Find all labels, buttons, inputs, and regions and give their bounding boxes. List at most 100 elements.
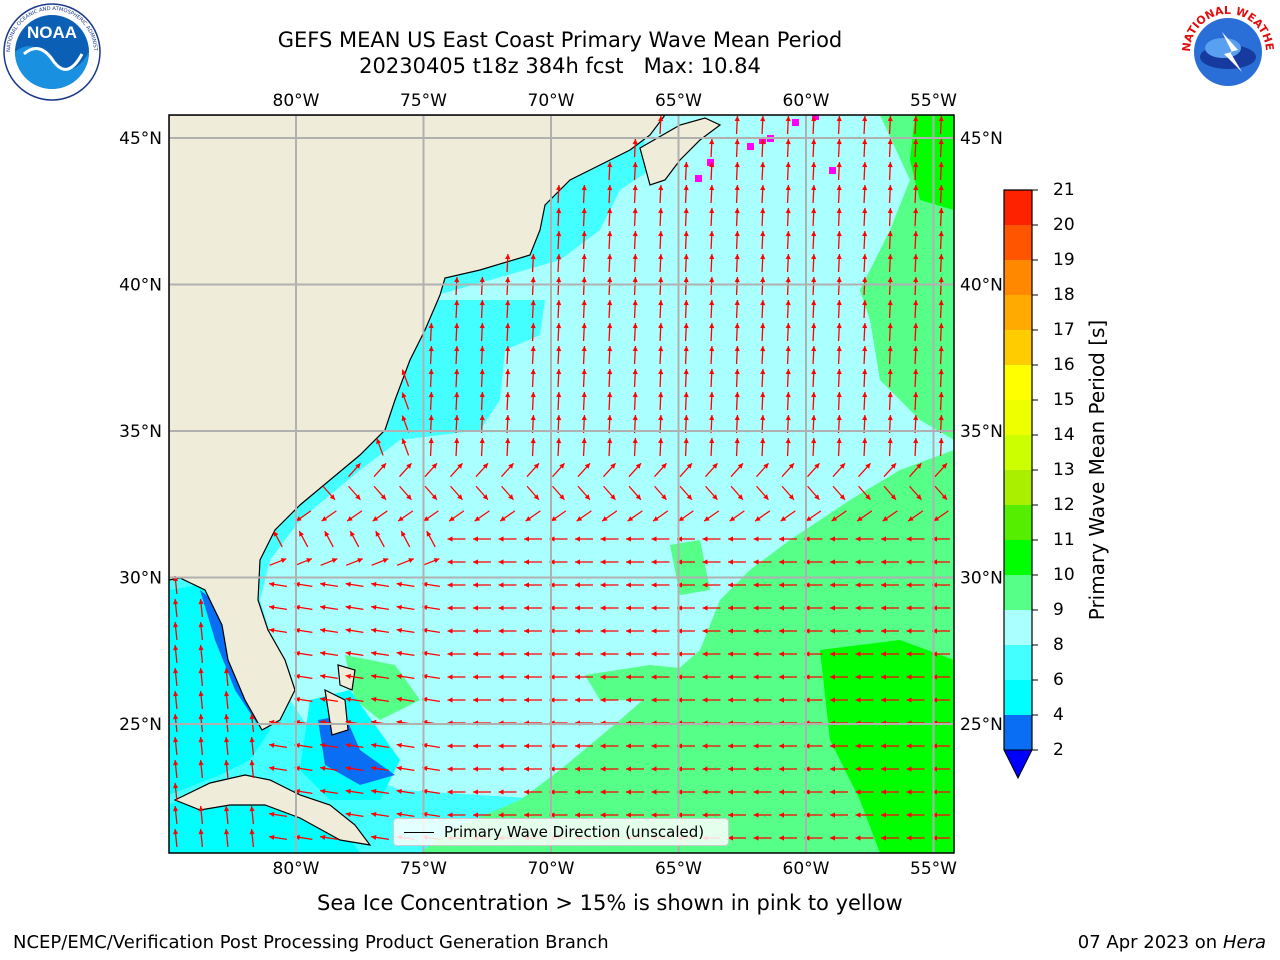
wave-arrow [447, 789, 466, 795]
wave-arrow [424, 485, 438, 501]
wave-arrow [683, 207, 689, 227]
wave-arrow [294, 581, 313, 587]
wave-arrow [371, 558, 389, 566]
wave-arrow [473, 697, 491, 703]
wave-arrow [709, 322, 715, 342]
wave-arrow [913, 299, 919, 319]
wave-arrow [836, 276, 842, 296]
wave-arrow [709, 161, 715, 181]
wave-arrow [600, 536, 619, 542]
wave-arrow [371, 627, 389, 633]
wave-arrow [938, 115, 944, 135]
wave-arrow [887, 207, 893, 227]
wave-arrow [683, 184, 689, 204]
wave-arrow [447, 536, 466, 542]
wave-arrow [575, 628, 593, 634]
wave-arrow [273, 530, 283, 548]
wave-arrow [345, 696, 364, 702]
wave-arrow [938, 437, 944, 457]
wave-arrow [575, 812, 593, 818]
wave-arrow [600, 628, 619, 634]
colorbar-tick-label: 8 [1053, 635, 1064, 655]
footer-host: Hera [1222, 932, 1266, 953]
wave-arrow [658, 414, 664, 434]
footer-credit: NCEP/EMC/Verification Post Processing Pr… [13, 932, 609, 953]
wave-arrow [581, 345, 587, 365]
wave-arrow [862, 391, 868, 411]
wave-arrow [683, 230, 689, 250]
wave-arrow [855, 605, 874, 611]
wave-arrow [173, 782, 179, 802]
wave-arrow [855, 674, 874, 680]
wave-arrow [651, 674, 670, 680]
chart-subtitle-forecast: 20230405 t18z 384h fcst Max: 10.84 [359, 54, 761, 78]
wave-arrow [269, 604, 287, 610]
wave-arrow [728, 766, 746, 772]
wave-arrow [581, 184, 587, 204]
wave-arrow [855, 536, 874, 542]
wave-arrow [198, 828, 204, 848]
wave-arrow [858, 485, 871, 501]
wave-arrow [626, 605, 644, 611]
wave-arrow [753, 766, 772, 772]
wave-arrow [658, 391, 664, 411]
wave-arrow [658, 253, 664, 273]
wave-arrow [607, 184, 613, 204]
wave-arrow [401, 438, 410, 456]
wave-arrow [600, 743, 619, 749]
wave-arrow [862, 138, 868, 158]
wave-arrow [473, 651, 491, 657]
wave-arrow [913, 184, 919, 204]
wave-arrow [728, 536, 746, 542]
colorbar-segment [1004, 330, 1032, 365]
wave-arrow [632, 138, 638, 158]
colorbar-segment [1004, 575, 1032, 610]
wave-arrow [526, 462, 540, 478]
wave-arrow [734, 253, 740, 273]
map-content [169, 115, 954, 853]
wave-arrow [396, 696, 415, 702]
wave-arrow [913, 253, 919, 273]
wave-arrow [320, 604, 338, 610]
wave-arrow [396, 581, 415, 587]
wave-arrow [294, 604, 313, 610]
wave-arrow [422, 811, 440, 817]
wave-arrow [887, 322, 893, 342]
wave-arrow [320, 581, 338, 587]
wave-arrow [626, 674, 644, 680]
wave-arrow [345, 558, 364, 566]
wave-arrow [447, 766, 466, 772]
lat-tick-left: 35°N [119, 422, 162, 442]
wave-arrow [556, 276, 562, 296]
wave-arrow [173, 828, 179, 848]
wave-arrow [760, 437, 766, 457]
wave-arrow [862, 276, 868, 296]
wave-arrow [632, 345, 638, 365]
wave-arrow [632, 276, 638, 296]
colorbar-segment [1004, 470, 1032, 505]
sea-ice-note: Sea Ice Concentration > 15% is shown in … [317, 891, 903, 915]
wave-arrow [224, 667, 230, 687]
wave-arrow [371, 650, 389, 656]
wave-arrow [524, 743, 542, 749]
wave-arrow [428, 368, 434, 388]
wave-arrow [683, 322, 689, 342]
wave-arrow [632, 299, 638, 319]
wave-arrow [371, 834, 389, 840]
wave-arrow [887, 345, 893, 365]
wave-arrow [709, 414, 715, 434]
wave-arrow [576, 510, 592, 522]
wave-arrow [396, 788, 415, 794]
wave-arrow [811, 414, 817, 434]
wave-arrow [454, 299, 460, 319]
lat-tick-left: 30°N [119, 569, 162, 589]
wave-arrow [862, 115, 868, 135]
wave-arrow [422, 742, 440, 748]
colorbar-tick-label: 6 [1053, 670, 1064, 690]
wave-arrow [651, 812, 670, 818]
wave-arrow [173, 690, 179, 710]
wave-arrow [760, 138, 766, 158]
lon-tick-top: 60°W [783, 91, 830, 111]
wave-arrow [601, 510, 618, 522]
colorbar-tick-label: 4 [1053, 705, 1064, 725]
